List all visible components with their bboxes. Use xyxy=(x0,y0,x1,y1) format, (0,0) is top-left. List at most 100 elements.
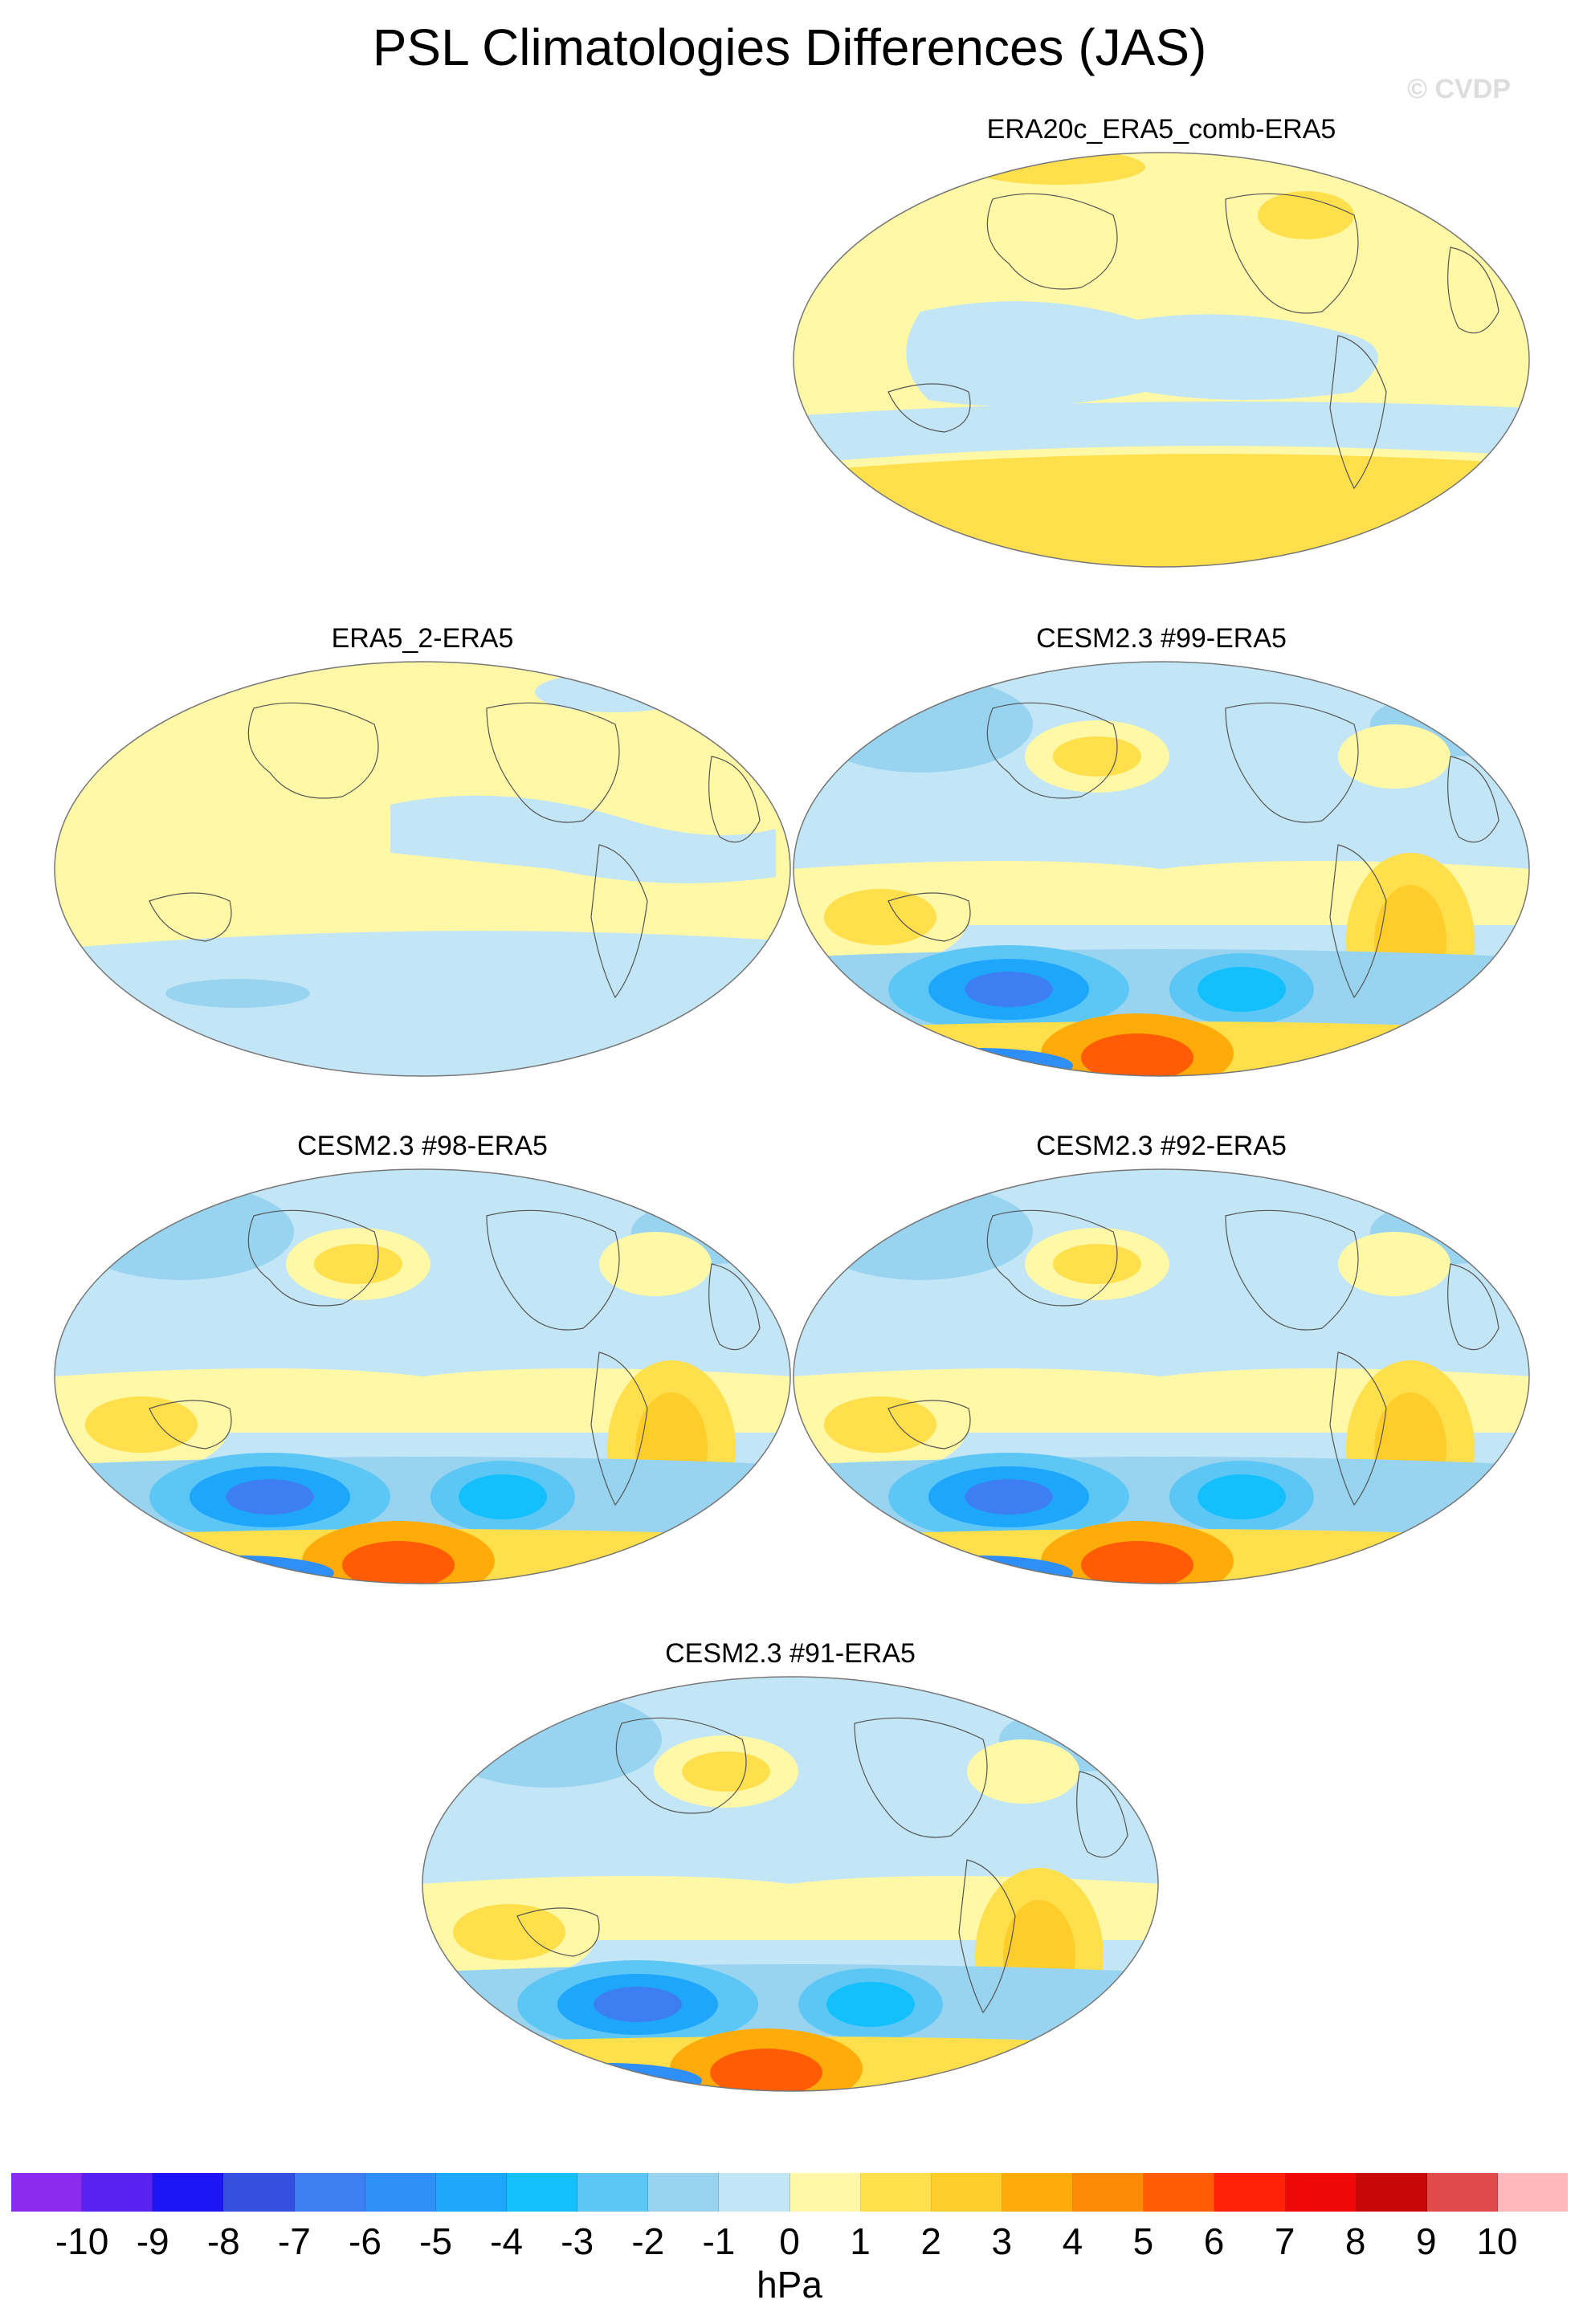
colorbar-swatch xyxy=(648,2173,720,2212)
coastlines xyxy=(149,1209,761,1507)
coastline xyxy=(887,892,971,942)
panel-title: CESM2.3 #91-ERA5 xyxy=(665,1638,916,1669)
colorbar-tick-label: -9 xyxy=(136,2220,169,2262)
colorbar-swatch xyxy=(11,2173,83,2212)
coastline xyxy=(486,702,620,823)
colorbar-tick-label: -3 xyxy=(561,2220,594,2262)
map-border xyxy=(793,661,1530,1077)
colorbar-tick-label: -5 xyxy=(419,2220,452,2262)
anomaly-region xyxy=(226,1479,314,1515)
coastline xyxy=(1329,1352,1387,1507)
colorbar-tick-label: -6 xyxy=(349,2220,381,2262)
coastline xyxy=(887,383,971,433)
anomaly-region xyxy=(390,795,776,883)
coastline xyxy=(247,702,379,799)
anomaly-region xyxy=(165,979,310,1008)
anomaly-region xyxy=(967,1739,1079,1804)
anomaly-region xyxy=(1338,1232,1450,1296)
anomaly-region xyxy=(342,1541,455,1584)
colorbar-swatch xyxy=(1073,2173,1144,2212)
colorbar-swatch xyxy=(719,2173,790,2212)
anomaly-region xyxy=(453,1904,565,1960)
panel-cesm99: CESM2.3 #99-ERA5 xyxy=(792,623,1531,1105)
map-cesm99 xyxy=(793,661,1530,1077)
panel-title: CESM2.3 #92-ERA5 xyxy=(1036,1131,1287,1161)
panel-cesm98: CESM2.3 #98-ERA5 xyxy=(53,1131,792,1613)
colorbar-swatch xyxy=(931,2173,1002,2212)
anomaly-region xyxy=(794,402,1529,464)
coastline xyxy=(149,1400,232,1449)
colorbar-unit: hPa xyxy=(757,2264,822,2306)
figure-title: PSL Climatologies Differences (JAS) xyxy=(372,18,1207,76)
coastline xyxy=(986,1209,1118,1307)
colorbar-swatch xyxy=(506,2173,578,2212)
anomaly-region xyxy=(422,1876,1158,1940)
anomaly-region xyxy=(1258,191,1354,239)
colorbar-swatch xyxy=(1426,2173,1498,2212)
anomaly-region xyxy=(1053,1244,1141,1284)
anomaly-region xyxy=(965,972,1053,1007)
colorbar-swatch xyxy=(1002,2173,1074,2212)
colorbar-swatch xyxy=(82,2173,153,2212)
colorbar-swatch xyxy=(365,2173,436,2212)
coastline xyxy=(1225,193,1359,314)
colorbar-swatch xyxy=(153,2173,224,2212)
coastlines xyxy=(516,1717,1128,2014)
colorbar-swatch xyxy=(1497,2173,1569,2212)
anomaly-region xyxy=(55,1368,790,1433)
panel-era20c: ERA20c_ERA5_comb-ERA5 xyxy=(792,114,1531,596)
anomaly-region xyxy=(965,1479,1053,1515)
coastline xyxy=(958,1859,1016,2014)
coastline xyxy=(1447,1263,1499,1351)
coastline xyxy=(986,702,1118,799)
colorbar-swatch xyxy=(223,2173,295,2212)
anomaly-region xyxy=(1053,736,1141,777)
anomaly-region xyxy=(1198,1474,1286,1519)
colorbar-swatch xyxy=(435,2173,507,2212)
colorbar-tick-label: 9 xyxy=(1416,2220,1437,2262)
panel-title: CESM2.3 #99-ERA5 xyxy=(1036,623,1287,654)
coastline xyxy=(486,1209,620,1331)
colorbar-swatch xyxy=(577,2173,649,2212)
colorbar-labels: -10 -9 -8 -7 -6 -5 -4 -3 -2 -1 0 1 2 3 4 5 6 7 8 9 10 xyxy=(0,2220,1579,2268)
anomaly-region xyxy=(808,1184,1033,1280)
coastline xyxy=(986,193,1118,290)
coastline xyxy=(1329,844,1387,999)
colorbar-swatch xyxy=(1285,2173,1357,2212)
panel-title: ERA20c_ERA5_comb-ERA5 xyxy=(986,114,1336,145)
anomaly-region xyxy=(824,889,936,945)
anomaly-region xyxy=(1338,724,1450,789)
coastline xyxy=(854,1717,988,1838)
colorbar-tick-label: -1 xyxy=(702,2220,736,2262)
colorbar-tick-label: 7 xyxy=(1274,2220,1295,2262)
coastline xyxy=(1447,247,1499,334)
coastline xyxy=(149,892,232,942)
colorbar-swatch xyxy=(1144,2173,1215,2212)
colorbar-tick-label: -4 xyxy=(490,2220,524,2262)
coastline xyxy=(1076,1771,1128,1858)
colorbar-tick-label: -2 xyxy=(631,2220,665,2262)
anomaly-region xyxy=(85,1396,198,1453)
colorbar-swatch xyxy=(1214,2173,1286,2212)
anomaly-region xyxy=(710,2049,822,2091)
panel-cesm92: CESM2.3 #92-ERA5 xyxy=(792,1131,1531,1613)
coastlines xyxy=(887,193,1499,490)
panel-title: CESM2.3 #98-ERA5 xyxy=(297,1131,548,1161)
anomaly-region xyxy=(437,1691,662,1788)
coastline xyxy=(516,1907,600,1957)
map-cesm98 xyxy=(54,1168,791,1584)
anomaly-region xyxy=(1081,1541,1193,1584)
colorbar-tick-label: 1 xyxy=(850,2220,871,2262)
colorbar-tick-label: 3 xyxy=(991,2220,1013,2262)
anomaly-region xyxy=(826,1982,915,2027)
coastline xyxy=(590,1352,648,1507)
coastline xyxy=(590,844,648,999)
anomaly-region xyxy=(682,1751,770,1792)
colorbar-tick-label: 0 xyxy=(779,2220,800,2262)
anomaly-region xyxy=(1081,1034,1193,1076)
anomaly-region xyxy=(824,1396,936,1453)
anomaly-region xyxy=(808,676,1033,773)
colorbar-tick-label: 10 xyxy=(1476,2220,1518,2262)
coastline xyxy=(708,1263,761,1351)
anomaly-region xyxy=(314,1244,402,1284)
